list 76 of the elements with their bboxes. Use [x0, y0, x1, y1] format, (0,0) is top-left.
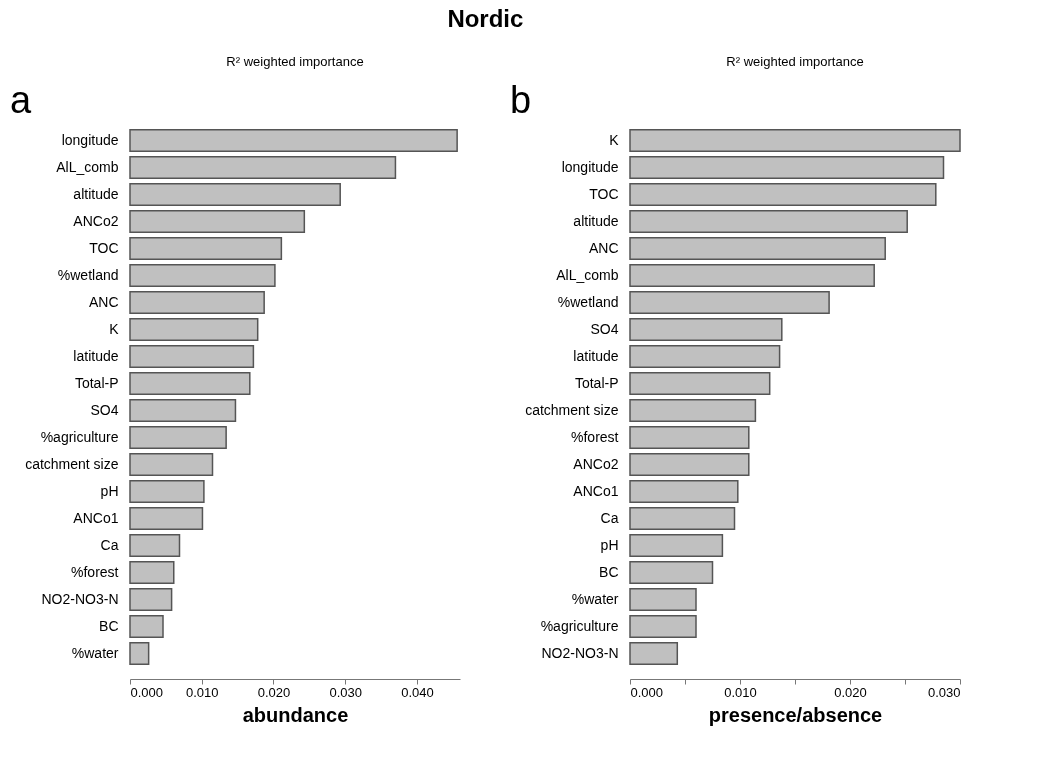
x-tick-label: 0.000 [130, 684, 164, 700]
bar [129, 155, 397, 180]
x-tick-label: 0.030 [329, 684, 362, 700]
y-tick-label: %forest [71, 563, 119, 580]
y-tick-label: %forest [571, 428, 619, 445]
y-tick-label: pH [100, 482, 119, 499]
y-tick-label: longitude [61, 131, 119, 148]
y-tick-label: %wetland [557, 293, 619, 310]
bar [129, 236, 283, 261]
chart-subtitle: R² weighted importance [226, 54, 364, 69]
y-tick-label: ANCo2 [573, 455, 619, 472]
bar [129, 479, 205, 504]
y-tick-label: Ca [100, 536, 119, 553]
y-tick-label: pH [600, 536, 619, 553]
x-tick-label: 0.040 [401, 684, 434, 700]
bar [129, 506, 204, 531]
bar [129, 425, 227, 450]
y-tick-label: AlL_comb [556, 266, 619, 283]
y-tick-label: altitude [73, 185, 119, 202]
x-tick-label: 0.000 [630, 684, 664, 700]
x-tick-label: 0.030 [927, 684, 961, 700]
bar [129, 290, 265, 315]
y-tick-label: %agriculture [540, 617, 619, 634]
chart-title: Nordic [447, 5, 524, 32]
bar [129, 533, 181, 558]
y-tick-label: SO4 [590, 320, 619, 337]
y-tick-label: ANC [588, 239, 619, 256]
x-tick-label: 0.010 [724, 684, 757, 700]
text: b [510, 79, 532, 121]
bar [129, 371, 251, 396]
bar [129, 344, 255, 369]
y-tick-label: %agriculture [40, 428, 119, 445]
bar [129, 317, 259, 342]
bar [129, 263, 276, 288]
y-tick-label: BC [599, 563, 619, 580]
bar [129, 614, 164, 639]
chart-subtitle: R² weighted importance [726, 54, 864, 69]
bar [129, 128, 458, 153]
y-tick-label: %water [571, 590, 619, 607]
y-tick-label: ANCo2 [73, 212, 119, 229]
y-tick-label: NO2-NO3-N [41, 590, 119, 607]
y-tick-label: K [109, 320, 120, 337]
y-tick-label: latitude [573, 347, 619, 364]
x-axis-title: abundance [242, 703, 349, 726]
y-tick-label: TOC [589, 185, 619, 202]
y-tick-label: K [609, 131, 620, 148]
y-tick-label: catchment size [525, 401, 619, 418]
y-tick-label: %water [71, 644, 119, 661]
bar [129, 452, 214, 477]
y-tick-label: longitude [561, 158, 619, 175]
x-tick-label: 0.020 [257, 684, 291, 700]
y-tick-label: TOC [89, 239, 119, 256]
y-tick-label: ANCo1 [573, 482, 619, 499]
y-tick-label: AlL_comb [56, 158, 119, 175]
bar [129, 398, 237, 423]
y-tick-label: latitude [73, 347, 119, 364]
bar [129, 587, 173, 612]
y-tick-label: NO2-NO3-N [541, 644, 619, 661]
y-tick-label: ANCo1 [73, 509, 119, 526]
bar [129, 641, 150, 666]
x-axis-title: presence/absence [708, 703, 883, 726]
y-tick-label: altitude [573, 212, 619, 229]
y-tick-label: ANC [88, 293, 119, 310]
bar [129, 560, 175, 585]
y-tick-label: SO4 [90, 401, 119, 418]
bar [129, 209, 306, 234]
y-tick-label: BC [99, 617, 119, 634]
bar [129, 182, 341, 207]
x-tick-label: 0.020 [834, 684, 867, 700]
y-tick-label: catchment size [25, 455, 119, 472]
y-tick-label: Ca [600, 509, 619, 526]
y-tick-label: Total-P [74, 374, 119, 391]
text: a [10, 79, 32, 121]
y-tick-label: Total-P [574, 374, 619, 391]
x-tick-label: 0.010 [185, 684, 219, 700]
y-tick-label: %wetland [57, 266, 119, 283]
